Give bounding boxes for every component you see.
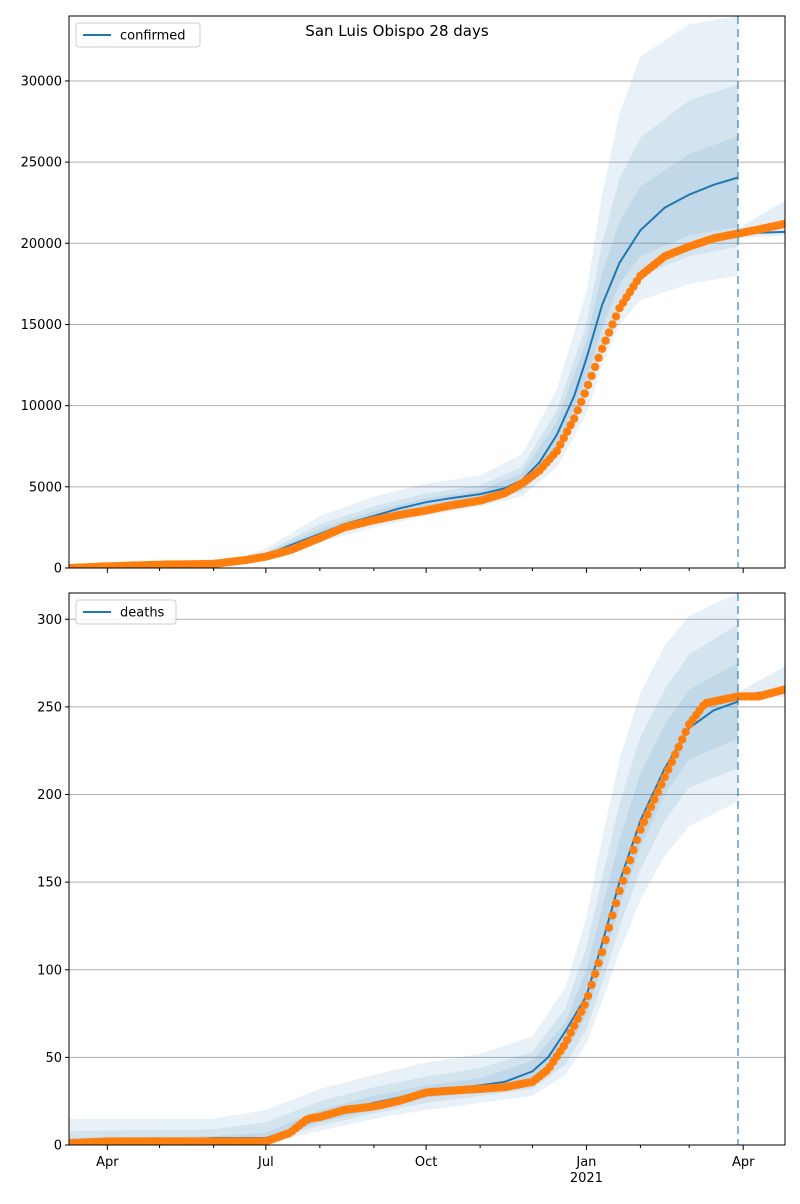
observed-point — [604, 923, 614, 932]
observed-point — [577, 1007, 586, 1016]
x-tick-label: Apr — [732, 1155, 755, 1170]
observed-point — [625, 856, 635, 865]
y-tick-label: 25000 — [21, 156, 62, 171]
observed-point — [671, 750, 680, 759]
legend-label: deaths — [120, 606, 165, 621]
observed-point — [566, 1028, 575, 1038]
observed-point — [601, 935, 610, 945]
observed-point — [594, 353, 603, 362]
observed-point — [611, 899, 621, 908]
observed-point — [604, 328, 614, 337]
observed-point — [566, 420, 575, 430]
observed-point — [577, 397, 586, 407]
observed-point — [632, 835, 642, 844]
observed-point — [678, 735, 687, 744]
observed-point — [650, 795, 659, 804]
plot-area — [69, 16, 785, 568]
observed-point — [580, 389, 589, 398]
observed-point — [563, 427, 572, 436]
observed-point — [597, 948, 607, 957]
y-tick-label: 150 — [37, 876, 62, 891]
y-tick-label: 100 — [37, 963, 62, 978]
confidence-band-outer — [69, 16, 738, 568]
y-tick-label: 10000 — [21, 399, 62, 414]
y-tick-label: 15000 — [21, 318, 62, 333]
observed-point — [601, 336, 610, 345]
observed-point — [664, 765, 673, 774]
legend: deaths — [75, 599, 177, 625]
confidence-band-outer — [69, 593, 738, 1145]
figure-title: San Luis Obispo 28 days — [305, 22, 489, 40]
observed-point — [618, 876, 628, 885]
axes-frame — [68, 15, 786, 569]
observed-point — [552, 446, 561, 456]
y-tick-label: 300 — [37, 613, 62, 628]
observed-point — [583, 991, 593, 1001]
observed-point — [643, 810, 652, 819]
observed-point — [597, 344, 607, 353]
observed-point — [559, 433, 568, 443]
y-tick-label: 200 — [37, 788, 62, 803]
legend: confirmed — [75, 22, 201, 48]
observed-point — [667, 757, 676, 767]
y-tick-label: 50 — [45, 1051, 62, 1066]
x-tick-label: Oct — [415, 1155, 437, 1170]
observed-point — [611, 312, 621, 321]
observed-point — [660, 772, 669, 782]
axes-frame — [68, 592, 786, 1146]
observed-point — [615, 886, 624, 896]
observed-point — [657, 780, 666, 789]
x-tick-label: Jan — [575, 1155, 596, 1170]
observed-point — [583, 380, 593, 390]
x-tick-label: Apr — [96, 1155, 119, 1170]
observed-point — [573, 406, 582, 415]
observed-point — [563, 1035, 572, 1045]
x-tick-sublabel: 2021 — [570, 1171, 603, 1186]
observed-point — [587, 371, 596, 381]
observed-point — [639, 817, 649, 827]
y-tick-label: 0 — [54, 562, 62, 577]
observed-point — [590, 969, 600, 979]
legend-box — [75, 599, 177, 625]
y-tick-label: 250 — [37, 700, 62, 715]
x-tick-label: Jul — [257, 1155, 274, 1170]
observed-point — [779, 685, 785, 694]
observed-point — [608, 911, 617, 920]
plot-area — [69, 593, 785, 1145]
confidence-band-inner — [69, 136, 738, 568]
observed-point — [570, 1021, 579, 1030]
y-tick-label: 30000 — [21, 74, 62, 89]
confidence-band-middle — [69, 84, 738, 568]
observed-point — [646, 802, 656, 812]
observed-point — [594, 958, 603, 968]
confirmed-panel: 0 5000 10000 15000 20000 25000 30000 confirmed — [21, 15, 786, 577]
observed-point — [559, 1041, 568, 1051]
observed-point — [570, 414, 579, 423]
observed-point — [573, 1014, 582, 1023]
legend-box — [75, 22, 201, 48]
y-tick-label: 5000 — [29, 480, 62, 495]
observed-point — [636, 825, 645, 834]
y-tick-label: 20000 — [21, 237, 62, 252]
observed-point — [608, 320, 617, 329]
observed-point — [779, 220, 785, 229]
observed-point — [580, 1000, 589, 1009]
observed-point — [590, 362, 600, 372]
observed-point — [629, 845, 638, 855]
observed-point — [556, 440, 565, 449]
observed-point — [681, 727, 690, 737]
y-tick-label: 0 — [54, 1139, 62, 1154]
observed-point — [622, 866, 631, 875]
legend-label: confirmed — [120, 29, 186, 44]
confidence-band-middle — [69, 624, 738, 1145]
observed-point — [587, 980, 596, 990]
observed-point — [674, 742, 683, 752]
observed-point — [653, 787, 662, 797]
